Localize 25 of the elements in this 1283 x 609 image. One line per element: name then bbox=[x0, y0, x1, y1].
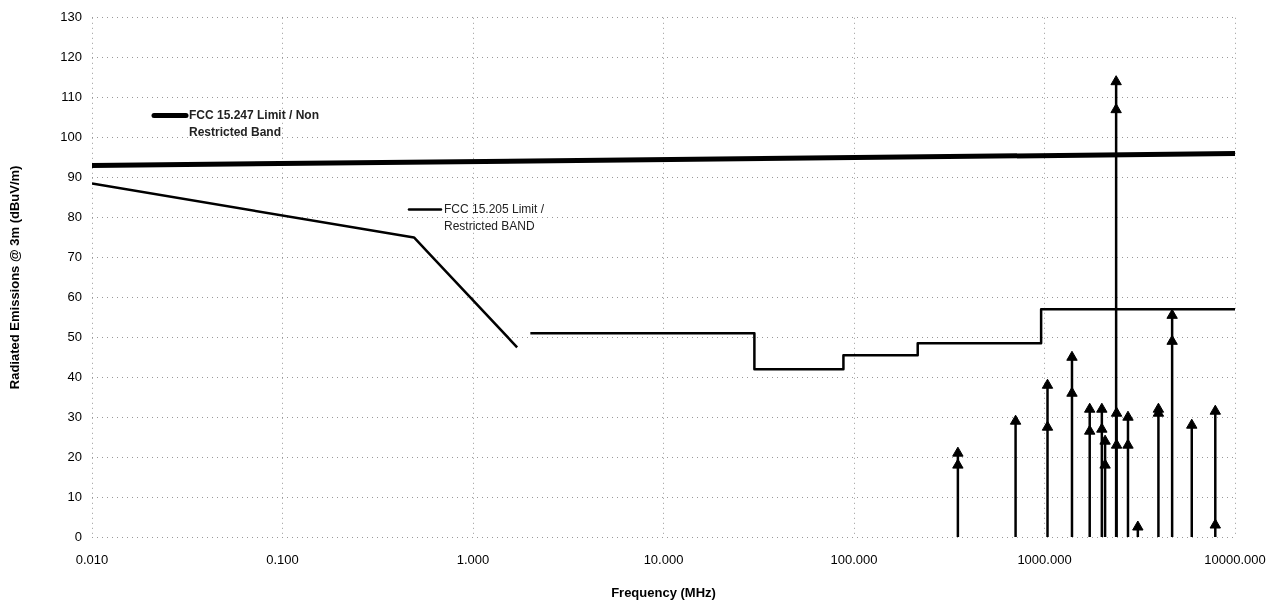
x-tick-label: 1000.000 bbox=[1017, 552, 1072, 568]
y-tick-label: 20 bbox=[67, 448, 82, 464]
y-tick-label: 80 bbox=[67, 209, 82, 225]
y-tick-label: 130 bbox=[60, 9, 82, 25]
x-tick-label: 10.000 bbox=[643, 552, 684, 568]
y-tick-label: 110 bbox=[61, 89, 82, 105]
legend-label: FCC 15.247 Limit / Non Restricted Band bbox=[189, 107, 320, 139]
y-axis-title: Radiated Emissions @ 3m (dBuV/m) bbox=[7, 165, 23, 390]
x-tick-label: 0.100 bbox=[266, 552, 299, 568]
x-tick-label: 100.000 bbox=[830, 552, 878, 568]
legend-label: FCC 15.205 Limit / Restricted BAND bbox=[443, 201, 545, 233]
y-tick-label: 60 bbox=[67, 288, 82, 304]
x-tick-label: 1.000 bbox=[456, 552, 490, 568]
y-tick-label: 90 bbox=[67, 169, 82, 185]
y-tick-label: 10 bbox=[67, 488, 82, 504]
x-tick-label: 0.010 bbox=[75, 552, 109, 568]
y-tick-label: 30 bbox=[67, 408, 82, 424]
x-tick-label: 10000.000 bbox=[1204, 552, 1266, 568]
y-tick-label: 120 bbox=[60, 49, 82, 65]
y-tick-label: 50 bbox=[67, 328, 82, 344]
x-axis-title: Frequency (MHz) bbox=[611, 584, 716, 600]
y-tick-label: 40 bbox=[67, 368, 82, 384]
y-tick-label: 70 bbox=[67, 249, 82, 265]
y-tick-label: 0 bbox=[74, 528, 82, 544]
y-tick-label: 100 bbox=[60, 129, 82, 145]
